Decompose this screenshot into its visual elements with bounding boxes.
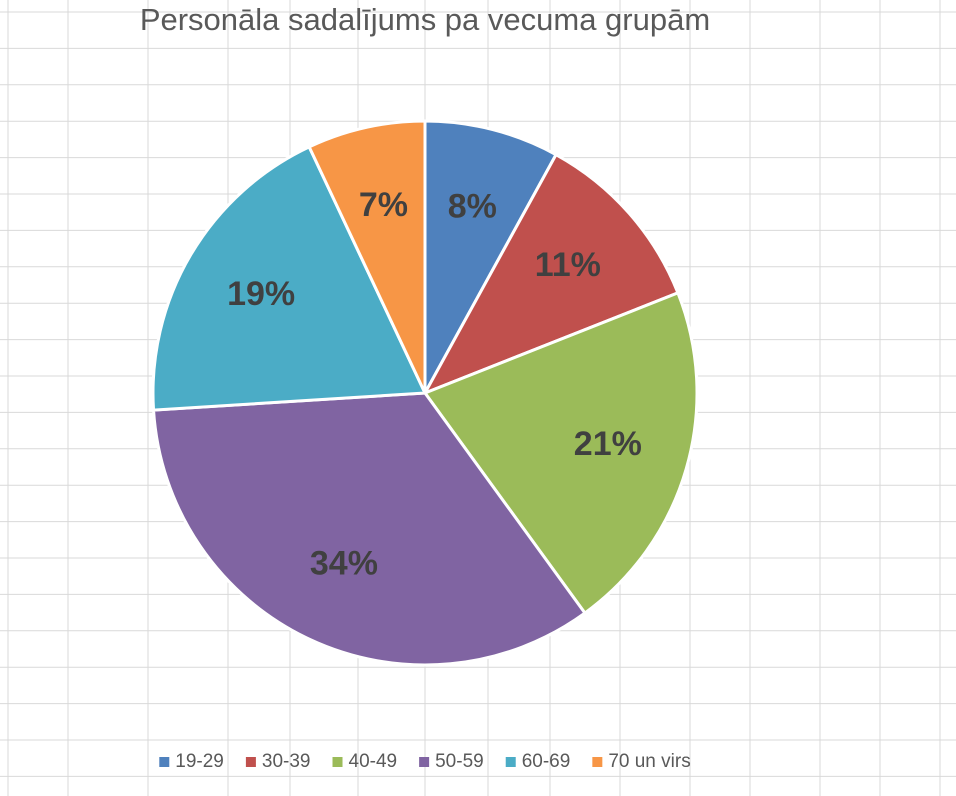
pie <box>151 119 699 667</box>
data-label: 8% <box>448 188 497 226</box>
legend-label: 70 un virs <box>608 751 690 772</box>
legend: 19-29 30-39 40-49 50-59 60-69 70 un virs <box>159 751 691 772</box>
data-label: 11% <box>535 246 601 284</box>
pie-slice <box>422 290 699 616</box>
chart-title: Personāla sadalījums pa vecuma grupām <box>140 2 710 37</box>
legend-swatch <box>505 757 516 767</box>
pie-slice <box>421 152 680 396</box>
data-label: 21% <box>574 425 642 463</box>
data-label: 7% <box>359 186 408 224</box>
data-label: 19% <box>227 275 295 313</box>
pie-slice <box>151 144 428 412</box>
pie-slice <box>151 391 587 667</box>
legend-label: 50-59 <box>435 751 484 772</box>
legend-label: 40-49 <box>349 751 398 772</box>
data-labels: 8% 11% 21% 34% 19% 7% <box>227 186 642 582</box>
legend-swatch <box>419 757 430 767</box>
legend-label: 19-29 <box>175 751 224 772</box>
legend-label: 30-39 <box>262 751 311 772</box>
legend-swatch <box>592 757 603 767</box>
pie-slice <box>423 119 559 394</box>
legend-swatch <box>332 757 343 767</box>
legend-swatch <box>159 757 170 767</box>
pie-slice <box>307 119 427 394</box>
legend-swatch <box>245 757 256 767</box>
data-label: 34% <box>310 544 378 582</box>
legend-label: 60-69 <box>522 751 571 772</box>
